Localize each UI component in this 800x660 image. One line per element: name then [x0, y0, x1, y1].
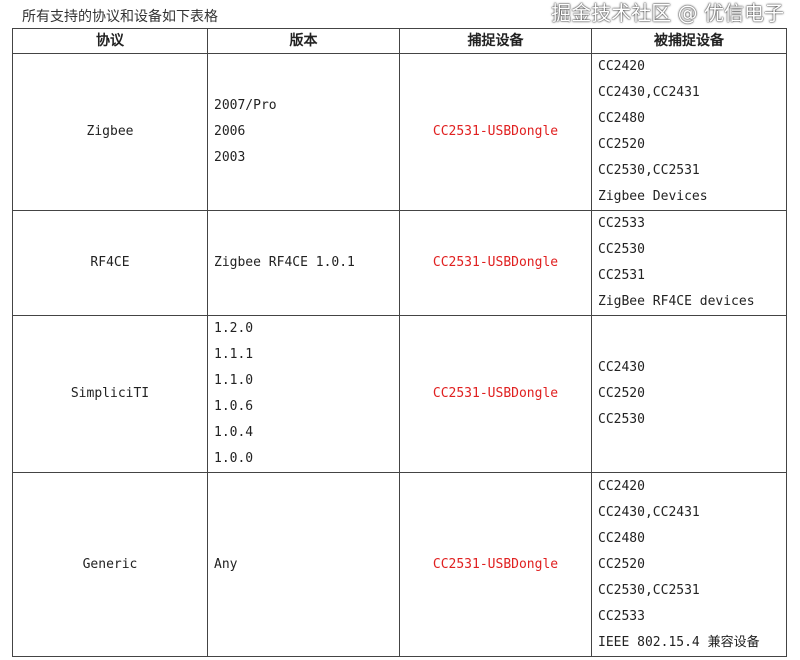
header-version: 版本 — [207, 28, 400, 54]
capture-device-cell: CC2531-USBDongle — [399, 315, 592, 473]
target-device-item: CC2530 — [598, 412, 645, 427]
protocol-table: 协议 版本 捕捉设备 被捕捉设备 Zigbee 2007/Pro 2006 2003 C… — [12, 28, 787, 657]
capture-device-cell: CC2531-USBDongle — [399, 53, 592, 211]
target-devices-cell: CC2533 CC2530 CC2531 ZigBee RF4CE devices — [591, 210, 787, 316]
table-row: Zigbee 2007/Pro 2006 2003 CC2531-USBDongle CC… — [12, 53, 787, 211]
version-item: 2007/Pro — [214, 98, 277, 113]
version-item: 1.0.6 — [214, 399, 254, 414]
capture-device-cell: CC2531-USBDongle — [399, 210, 592, 316]
target-device-item: CC2430 — [598, 360, 645, 375]
version-cell: Zigbee RF4CE 1.0.1 — [207, 210, 400, 316]
target-device-item: CC2531 — [598, 268, 645, 283]
target-device-item: CC2533 — [598, 216, 645, 231]
version-item: 1.1.0 — [214, 373, 254, 388]
header-target-devices: 被捕捉设备 — [591, 28, 787, 54]
protocol-cell: RF4CE — [12, 210, 208, 316]
target-device-item: CC2530,CC2531 — [598, 582, 700, 598]
version-cell: 2007/Pro 2006 2003 — [207, 53, 400, 211]
watermark: 掘金技术社区 @ 优信电子 — [551, 1, 784, 25]
version-item: 1.2.0 — [214, 321, 254, 336]
target-device-item: CC2430,CC2431 — [598, 85, 700, 100]
target-devices-cell: CC2430 CC2520 CC2530 — [591, 315, 787, 473]
table-body: Zigbee 2007/Pro 2006 2003 CC2531-USBDongle CC… — [12, 53, 787, 657]
protocol-cell: Generic — [12, 472, 208, 657]
target-device-item: CC2520 — [598, 556, 645, 572]
target-device-item: CC2480 — [598, 111, 645, 126]
version-item: 1.1.1 — [214, 347, 254, 362]
version-cell: 1.2.0 1.1.1 1.1.0 1.0.6 1.0.4 1.0.0 — [207, 315, 400, 473]
target-device-item: CC2420 — [598, 59, 645, 74]
target-device-item: CC2530 — [598, 242, 645, 257]
target-device-item: CC2533 — [598, 608, 645, 624]
version-cell: Any — [207, 472, 400, 657]
table-header-row: 协议 版本 捕捉设备 被捕捉设备 — [12, 28, 787, 54]
target-device-item: Zigbee Devices — [598, 189, 708, 204]
version-item: 1.0.4 — [214, 425, 254, 440]
table-row: RF4CE Zigbee RF4CE 1.0.1 CC2531-USBDongle C… — [12, 210, 787, 316]
table-caption: 所有支持的协议和设备如下表格 — [22, 9, 218, 25]
target-device-item: CC2420 — [598, 478, 645, 494]
capture-device-cell: CC2531-USBDongle — [399, 472, 592, 657]
table-row: Generic Any CC2531-USBDongle CC2420 CC2430,C… — [12, 472, 787, 657]
version-item: 2006 — [214, 124, 246, 139]
target-device-item: IEEE 802.15.4 兼容设备 — [598, 634, 760, 650]
target-device-item: ZigBee RF4CE devices — [598, 294, 755, 309]
version-item: Any — [214, 556, 238, 572]
target-devices-cell: CC2420 CC2430,CC2431 CC2480 CC2520 CC2530,CC… — [591, 53, 787, 211]
protocol-cell: SimpliciTI — [12, 315, 208, 473]
header-protocol: 协议 — [12, 28, 208, 54]
header-capture-device: 捕捉设备 — [399, 28, 592, 54]
table-row: SimpliciTI 1.2.0 1.1.1 1.1.0 1.0.6 1.0.4 1.0.0… — [12, 315, 787, 473]
target-device-item: CC2530,CC2531 — [598, 163, 700, 178]
target-device-item: CC2430,CC2431 — [598, 504, 700, 520]
protocol-cell: Zigbee — [12, 53, 208, 211]
version-item: 1.0.0 — [214, 451, 254, 466]
target-devices-cell: CC2420 CC2430,CC2431 CC2480 CC2520 CC2530,CC… — [591, 472, 787, 657]
version-item: Zigbee RF4CE 1.0.1 — [214, 255, 355, 270]
version-item: 2003 — [214, 150, 246, 165]
target-device-item: CC2520 — [598, 386, 645, 401]
target-device-item: CC2520 — [598, 137, 645, 152]
target-device-item: CC2480 — [598, 530, 645, 546]
